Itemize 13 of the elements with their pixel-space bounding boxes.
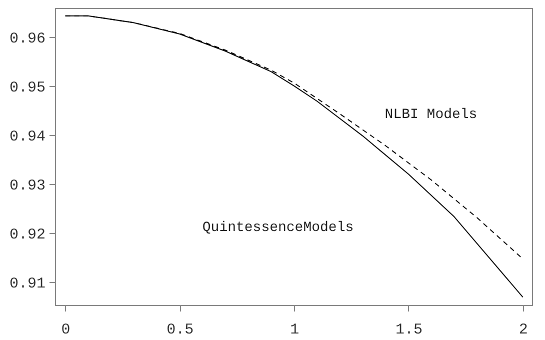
y-tick-label: 0.95 (9, 79, 46, 96)
annotation: QuintessenceModels (202, 220, 354, 236)
x-tick-label: 1 (290, 322, 300, 338)
y-tick-label: 0.96 (9, 30, 46, 48)
y-tick-label: 0.91 (9, 275, 46, 292)
y-tick-label: 0.93 (9, 177, 46, 194)
x-tick-label: 1.5 (395, 322, 422, 338)
x-tick-label: 2 (518, 322, 528, 338)
annotation: NLBI Models (384, 107, 478, 123)
y-tick-label: 0.92 (9, 226, 46, 244)
y-tick-label: 0.94 (9, 128, 46, 146)
x-tick-label: 0 (61, 322, 70, 338)
x-tick-label: 0.5 (166, 322, 194, 338)
